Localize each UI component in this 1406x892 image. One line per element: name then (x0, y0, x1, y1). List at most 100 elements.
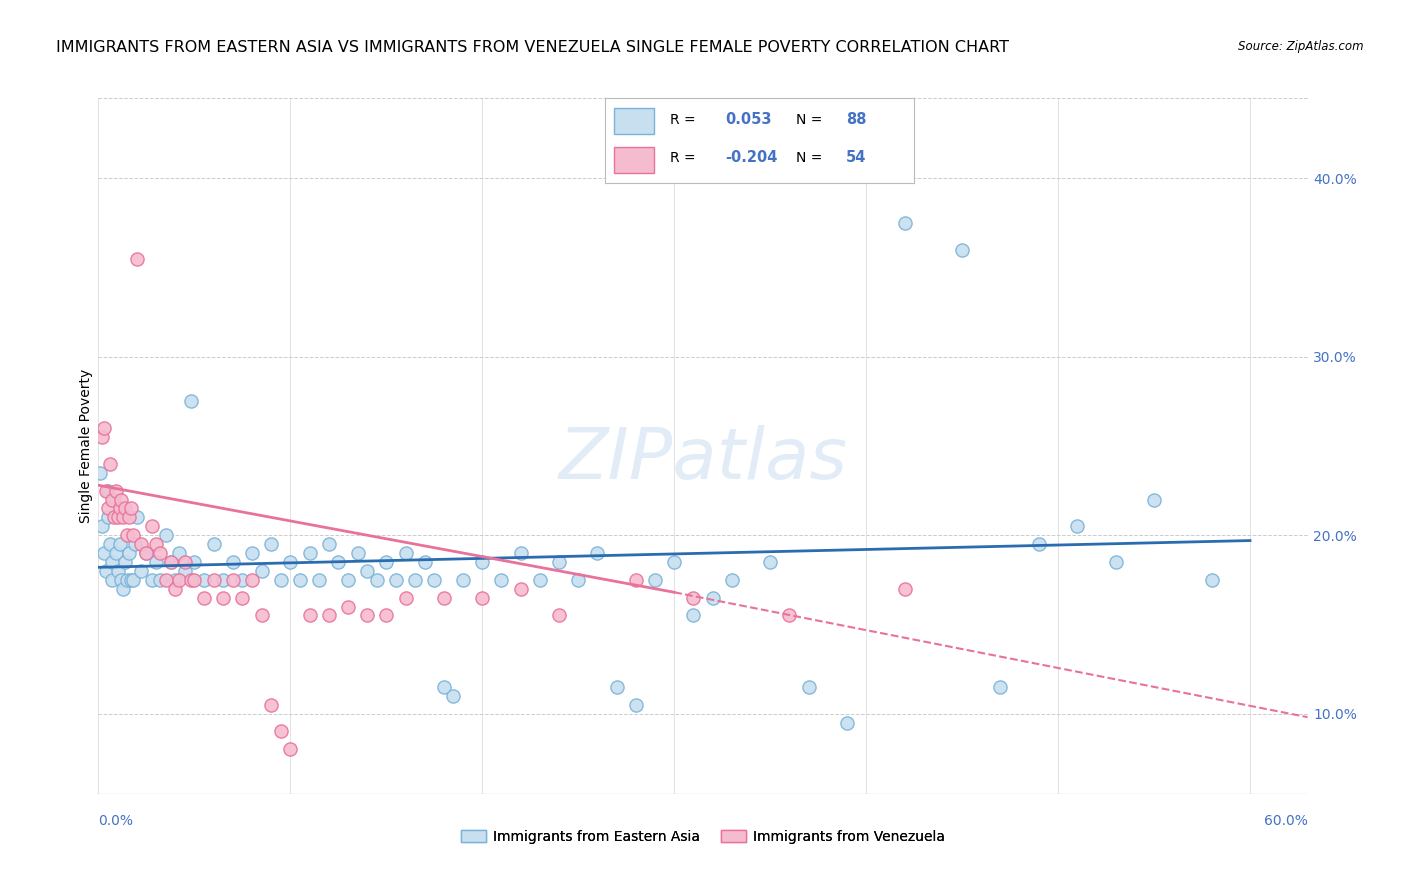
Point (212, 591, 235, 605)
Point (89, 466, 111, 480)
Point (308, 573, 330, 587)
Point (375, 608, 398, 623)
Text: 0.0%: 0.0% (98, 814, 134, 828)
Point (893, 582, 915, 596)
Point (1028, 537, 1050, 551)
Point (114, 555, 136, 569)
Point (451, 573, 474, 587)
Point (375, 555, 398, 569)
Point (122, 573, 145, 587)
Point (125, 252, 148, 266)
Point (141, 573, 163, 587)
Point (231, 591, 253, 605)
Point (104, 546, 127, 560)
Point (115, 573, 138, 587)
Text: 54: 54 (846, 151, 866, 165)
Point (180, 573, 202, 587)
Point (778, 608, 800, 623)
Point (644, 573, 666, 587)
Point (298, 546, 321, 560)
Point (94, 564, 117, 578)
Point (260, 698, 283, 712)
Point (240, 546, 263, 560)
Point (231, 573, 253, 587)
Text: 0.053: 0.053 (725, 112, 772, 128)
Point (120, 501, 142, 516)
Point (129, 564, 152, 578)
Point (664, 555, 686, 569)
Point (260, 537, 283, 551)
Point (1201, 573, 1223, 587)
Point (97, 483, 120, 498)
Point (103, 510, 125, 524)
Point (167, 546, 190, 560)
FancyBboxPatch shape (614, 147, 654, 173)
Point (720, 573, 742, 587)
Text: N =: N = (796, 112, 823, 127)
Point (394, 591, 416, 605)
Point (91, 430, 114, 444)
Point (141, 519, 163, 533)
Point (183, 555, 205, 569)
Point (318, 537, 340, 551)
Point (280, 555, 302, 569)
Point (135, 546, 157, 560)
Point (149, 573, 172, 587)
Point (101, 492, 124, 507)
Point (180, 394, 202, 409)
Point (471, 591, 494, 605)
Point (586, 546, 609, 560)
Point (682, 591, 704, 605)
Legend: Immigrants from Eastern Asia, Immigrants from Venezuela: Immigrants from Eastern Asia, Immigrants… (456, 824, 950, 849)
Point (118, 546, 141, 560)
Point (160, 555, 183, 569)
Point (193, 573, 215, 587)
Point (94, 483, 117, 498)
Text: IMMIGRANTS FROM EASTERN ASIA VS IMMIGRANTS FROM VENEZUELA SINGLE FEMALE POVERTY : IMMIGRANTS FROM EASTERN ASIA VS IMMIGRAN… (56, 40, 1010, 55)
Point (356, 564, 378, 578)
Point (93, 546, 115, 560)
Point (606, 680, 628, 694)
Point (222, 555, 245, 569)
Point (93, 421, 115, 435)
Point (471, 555, 494, 569)
FancyBboxPatch shape (614, 108, 654, 134)
Point (107, 564, 129, 578)
Point (124, 537, 146, 551)
Text: 60.0%: 60.0% (1264, 814, 1308, 828)
Point (385, 573, 408, 587)
Point (509, 582, 531, 596)
Point (893, 216, 915, 230)
Point (167, 573, 190, 587)
Point (98, 537, 121, 551)
Point (110, 492, 132, 507)
Point (394, 546, 416, 560)
Point (288, 573, 311, 587)
Y-axis label: Single Female Poverty: Single Female Poverty (79, 369, 93, 523)
Point (336, 573, 359, 587)
Point (336, 599, 359, 614)
Point (122, 528, 145, 542)
Point (173, 555, 195, 569)
Point (103, 492, 125, 507)
Point (183, 573, 205, 587)
Point (202, 573, 225, 587)
Point (108, 537, 131, 551)
Point (318, 608, 340, 623)
Point (509, 546, 531, 560)
Point (112, 582, 135, 596)
Point (366, 573, 388, 587)
Point (797, 680, 820, 694)
Point (135, 546, 157, 560)
Point (129, 537, 152, 551)
Text: R =: R = (669, 112, 695, 127)
Point (624, 698, 647, 712)
Point (250, 608, 273, 623)
Point (567, 573, 589, 587)
Point (548, 608, 571, 623)
Point (107, 510, 129, 524)
Point (1104, 555, 1126, 569)
Point (125, 510, 148, 524)
Point (328, 555, 350, 569)
Point (212, 573, 235, 587)
